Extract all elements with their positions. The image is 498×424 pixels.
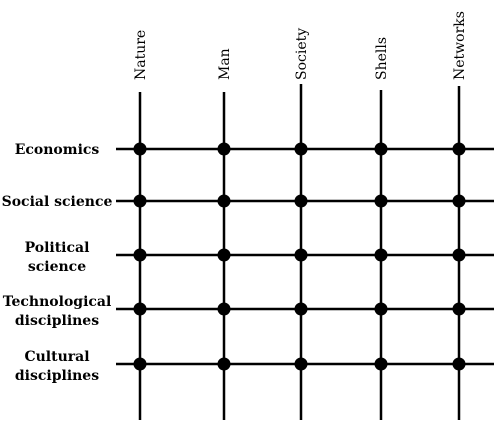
- intersection-node: [133, 357, 147, 371]
- row-label: Technological: [3, 294, 112, 310]
- intersection-node: [374, 248, 388, 262]
- intersection-node: [133, 194, 147, 208]
- intersection-node: [452, 194, 466, 208]
- intersection-node: [452, 302, 466, 316]
- intersection-node: [133, 302, 147, 316]
- intersection-node: [217, 357, 231, 371]
- intersection-node: [452, 142, 466, 156]
- column-label: Society: [294, 28, 310, 80]
- intersection-node: [452, 357, 466, 371]
- column-label: Networks: [452, 11, 468, 80]
- column-labels: Nature Man Society Shells Networks: [133, 11, 468, 80]
- row-label: Cultural: [24, 349, 89, 365]
- column-label: Nature: [133, 30, 149, 80]
- row-labels: Economics Social science Political science T…: [2, 142, 113, 384]
- row-label: disciplines: [15, 368, 99, 384]
- row-label: disciplines: [15, 313, 99, 329]
- intersection-node: [217, 302, 231, 316]
- row-label: Political: [25, 240, 90, 256]
- intersection-node: [217, 248, 231, 262]
- intersection-node: [294, 194, 308, 208]
- intersection-node: [217, 142, 231, 156]
- intersection-node: [374, 194, 388, 208]
- intersection-node: [217, 194, 231, 208]
- column-label: Man: [217, 48, 233, 80]
- intersection-node: [294, 142, 308, 156]
- intersection-node: [374, 302, 388, 316]
- intersection-node: [374, 357, 388, 371]
- intersection-node: [452, 248, 466, 262]
- intersection-node: [374, 142, 388, 156]
- intersection-node: [133, 142, 147, 156]
- intersection-node: [294, 302, 308, 316]
- intersection-nodes: [133, 142, 466, 371]
- row-label: science: [28, 259, 86, 275]
- row-label: Social science: [2, 194, 113, 210]
- intersection-node: [294, 357, 308, 371]
- intersection-node: [294, 248, 308, 262]
- intersection-node: [133, 248, 147, 262]
- row-label: Economics: [15, 142, 100, 158]
- column-label: Shells: [374, 37, 390, 80]
